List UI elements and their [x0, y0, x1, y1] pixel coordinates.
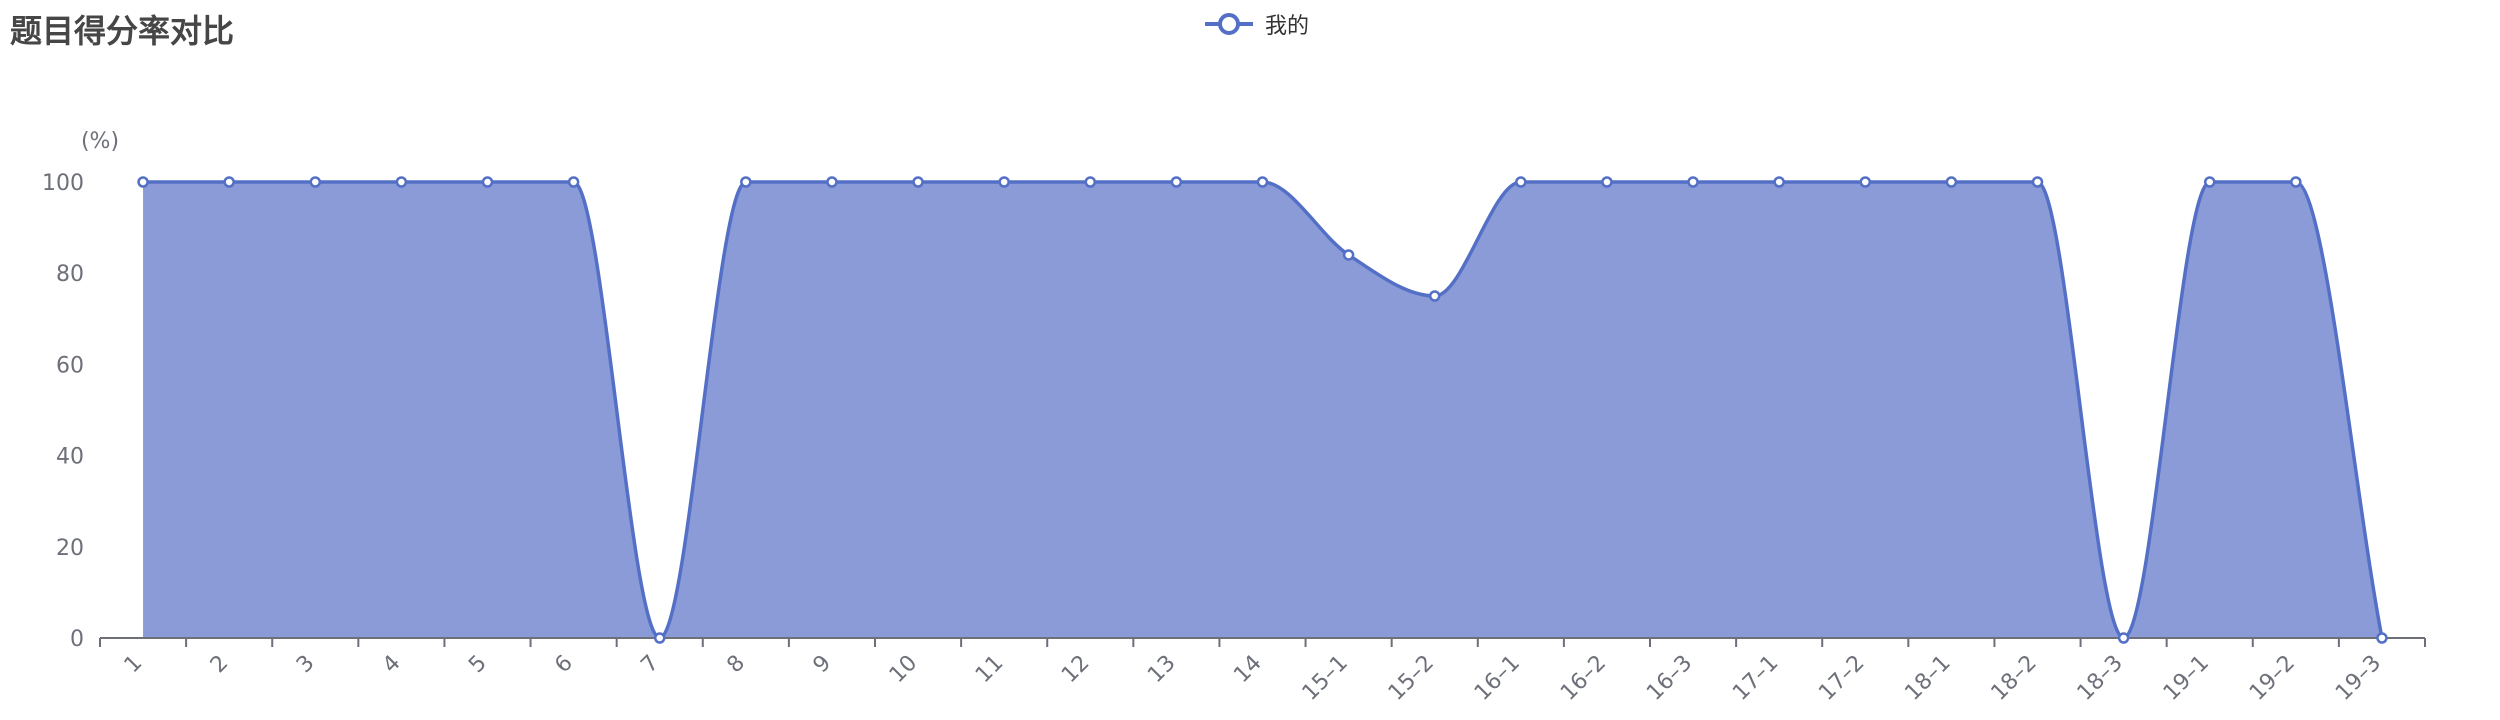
y-axis-unit-label: (%): [81, 129, 119, 154]
data-point-15–1: [1344, 250, 1353, 259]
y-tick-label: 20: [56, 536, 84, 561]
y-tick-label: 0: [70, 627, 84, 652]
data-point-18–1: [1947, 178, 1956, 187]
x-tick-label-5: 5: [464, 651, 492, 679]
y-tick-label: 100: [42, 171, 84, 196]
data-point-16–2: [1602, 178, 1611, 187]
data-point-6: [569, 178, 578, 187]
x-tick-label-4: 4: [378, 651, 406, 679]
x-tick-label-15–2: 15–2: [1384, 651, 1439, 706]
data-point-12: [1086, 178, 1095, 187]
data-point-9: [827, 178, 836, 187]
data-point-17–1: [1775, 178, 1784, 187]
y-tick-label: 60: [56, 353, 84, 378]
y-tick-label: 80: [56, 262, 84, 287]
data-point-18–2: [2033, 178, 2042, 187]
x-tick-label-16–1: 16–1: [1470, 651, 1525, 706]
x-tick-label-2: 2: [206, 651, 234, 679]
data-point-19–1: [2205, 178, 2214, 187]
data-point-19–3: [2377, 634, 2386, 643]
data-point-3: [311, 178, 320, 187]
x-tick-label-17–2: 17–2: [1814, 651, 1869, 706]
area-layer: [143, 182, 2382, 638]
data-point-10: [914, 178, 923, 187]
x-tick-label-12: 12: [1057, 651, 1094, 688]
data-point-19–2: [2291, 178, 2300, 187]
x-tick-label-19–1: 19–1: [2159, 651, 2214, 706]
data-point-2: [225, 178, 234, 187]
x-tick-label-18–2: 18–2: [1987, 651, 2042, 706]
x-tick-label-18–1: 18–1: [1900, 651, 1955, 706]
x-tick-label-3: 3: [292, 651, 320, 679]
axis-layer: [100, 638, 2425, 647]
data-point-4: [397, 178, 406, 187]
x-tick-label-9: 9: [809, 651, 837, 679]
data-point-1: [139, 178, 148, 187]
x-tick-label-11: 11: [971, 651, 1008, 688]
series-area-fill: [143, 182, 2382, 638]
data-point-16–1: [1516, 178, 1525, 187]
data-point-11: [1000, 178, 1009, 187]
data-point-5: [483, 178, 492, 187]
x-tick-label-19–3: 19–3: [2331, 651, 2386, 706]
x-tick-label-15–1: 15–1: [1298, 651, 1353, 706]
x-tick-label-16–2: 16–2: [1556, 651, 1611, 706]
x-tick-label-10: 10: [885, 651, 922, 688]
data-point-16–3: [1689, 178, 1698, 187]
y-tick-label: 40: [56, 445, 84, 470]
x-tick-label-8: 8: [722, 651, 750, 679]
x-tick-label-6: 6: [550, 651, 578, 679]
x-tick-label-16–3: 16–3: [1642, 651, 1697, 706]
x-tick-label-1: 1: [120, 651, 148, 679]
data-point-15–2: [1430, 292, 1439, 301]
x-tick-label-14: 14: [1229, 651, 1266, 688]
data-point-8: [741, 178, 750, 187]
data-point-18–3: [2119, 634, 2128, 643]
x-tick-label-7: 7: [636, 651, 664, 679]
x-tick-label-13: 13: [1143, 651, 1180, 688]
data-point-7: [655, 634, 664, 643]
data-point-17–2: [1861, 178, 1870, 187]
x-tick-label-17–1: 17–1: [1728, 651, 1783, 706]
data-point-14: [1258, 178, 1267, 187]
data-point-13: [1172, 178, 1181, 187]
x-tick-label-18–3: 18–3: [2073, 651, 2128, 706]
x-tick-label-19–2: 19–2: [2245, 651, 2300, 706]
